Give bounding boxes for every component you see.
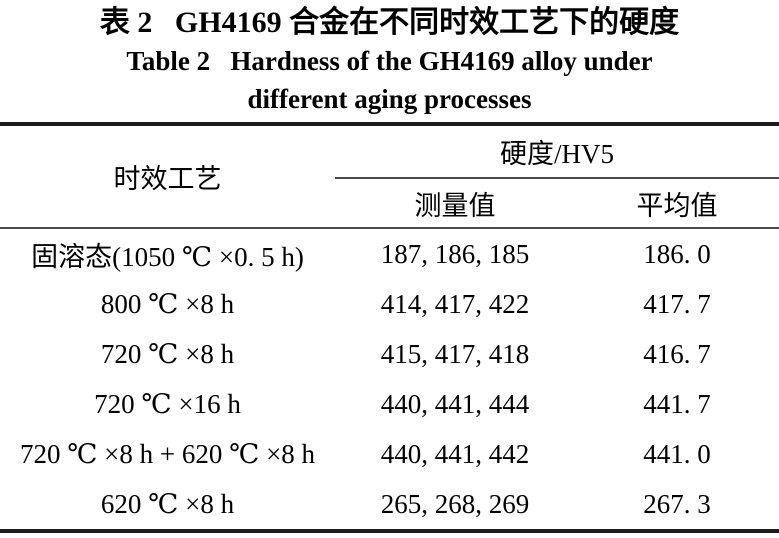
measured-cell: 414, 417, 422 (380, 288, 530, 319)
average-cell: 267. 3 (643, 488, 711, 519)
table-top-rule (0, 122, 779, 126)
column-group-hardness: 硬度/HV5 测量值 平均值 (335, 126, 779, 227)
average-cell: 441. 0 (643, 438, 711, 469)
group-header-hv5: 硬度/HV5 (500, 139, 614, 169)
group-header-underline-rule (335, 177, 779, 179)
column-header-process: 时效工艺 (113, 164, 222, 194)
sub-header-row: 测量值 平均值 (335, 179, 779, 227)
table-row: 800 ℃ ×8 h 414, 417, 422 417. 7 (0, 279, 779, 329)
average-cell: 417. 7 (643, 288, 711, 319)
table-row: 720 ℃ ×8 h + 620 ℃ ×8 h 440, 441, 442 44… (0, 429, 779, 479)
column-header-measured: 测量值 (414, 190, 496, 221)
table-row: 固溶态(1050 ℃ ×0. 5 h) 187, 186, 185 186. 0 (0, 229, 779, 279)
table-row: 720 ℃ ×8 h 415, 417, 418 416. 7 (0, 329, 779, 379)
process-cell: 720 ℃ ×8 h + 620 ℃ ×8 h (19, 438, 316, 469)
average-cell: 441. 7 (643, 388, 711, 419)
table-row: 620 ℃ ×8 h 265, 268, 269 267. 3 (0, 479, 779, 529)
average-cell: 186. 0 (643, 238, 711, 269)
measured-cell: 187, 186, 185 (380, 238, 530, 269)
measured-cell: 415, 417, 418 (380, 338, 530, 369)
caption-english-line1: Table 2 Hardness of the GH4169 alloy und… (126, 46, 653, 76)
hardness-table: 时效工艺 硬度/HV5 测量值 平均值 固溶态(1050 ℃ ×0. 5 h) … (0, 122, 779, 533)
measured-cell: 265, 268, 269 (380, 488, 530, 519)
process-cell: 720 ℃ ×16 h (94, 388, 241, 419)
table-bottom-rule (0, 529, 779, 533)
table-caption: 表 2 GH4169 合金在不同时效工艺下的硬度 Table 2 Hardnes… (0, 4, 779, 118)
header-bottom-rule (0, 227, 779, 229)
process-cell: 800 ℃ ×8 h (100, 288, 235, 319)
caption-chinese: 表 2 GH4169 合金在不同时效工艺下的硬度 (99, 6, 680, 39)
caption-english-line2: different aging processes (247, 84, 532, 114)
column-header-average: 平均值 (636, 190, 718, 221)
average-cell: 416. 7 (643, 338, 711, 369)
process-cell: 720 ℃ ×8 h (100, 338, 235, 369)
measured-cell: 440, 441, 442 (380, 438, 530, 469)
process-cell: 固溶态(1050 ℃ ×0. 5 h) (31, 241, 304, 272)
measured-cell: 440, 441, 444 (380, 388, 530, 419)
process-cell: 620 ℃ ×8 h (100, 488, 235, 519)
table-row: 720 ℃ ×16 h 440, 441, 444 441. 7 (0, 379, 779, 429)
table-header: 时效工艺 硬度/HV5 测量值 平均值 (0, 126, 779, 227)
